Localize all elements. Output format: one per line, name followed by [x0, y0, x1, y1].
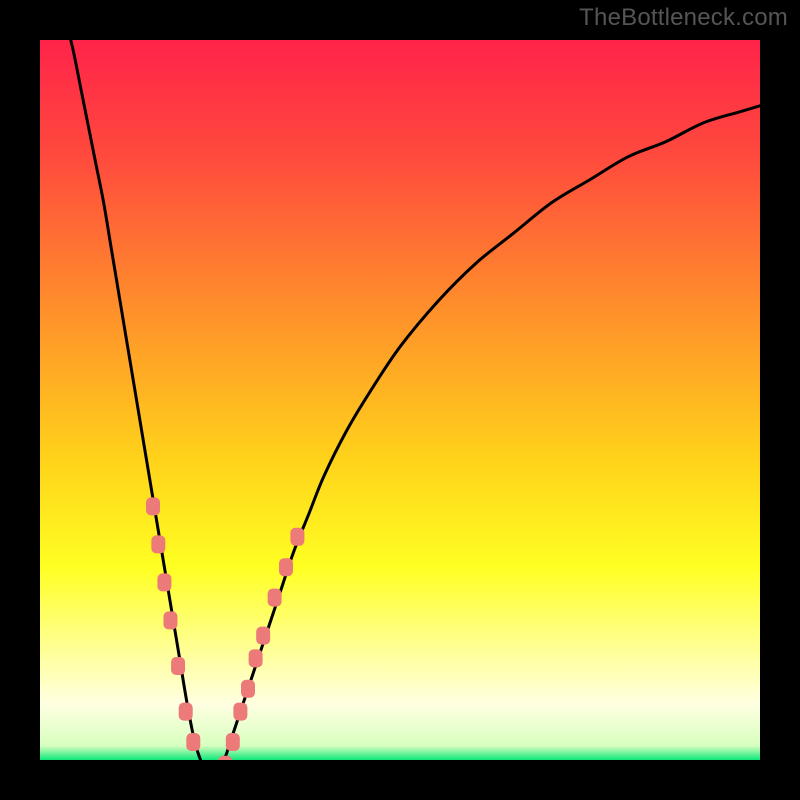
data-marker — [179, 703, 193, 721]
data-marker — [226, 733, 240, 751]
data-marker — [151, 535, 165, 553]
data-marker — [233, 703, 247, 721]
data-marker — [146, 497, 160, 515]
watermark-text: TheBottleneck.com — [579, 4, 788, 32]
data-marker — [256, 627, 270, 645]
data-marker — [249, 649, 263, 667]
data-marker — [157, 573, 171, 591]
data-marker — [268, 589, 282, 607]
data-marker — [171, 657, 185, 675]
data-marker — [241, 680, 255, 698]
chart-container: TheBottleneck.com — [0, 0, 800, 800]
data-marker — [290, 528, 304, 546]
plot-background — [20, 20, 780, 780]
data-marker — [186, 733, 200, 751]
bottleneck-chart — [0, 0, 800, 800]
data-marker — [163, 611, 177, 629]
data-marker — [279, 558, 293, 576]
